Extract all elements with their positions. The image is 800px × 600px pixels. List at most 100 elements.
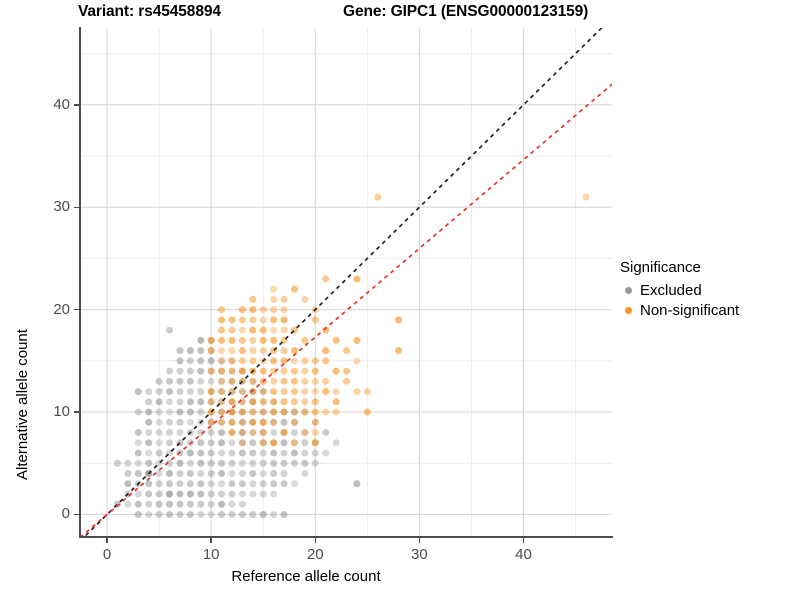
- y-axis-tick: [74, 308, 79, 311]
- data-point: [197, 388, 205, 396]
- legend-item-non-significant[interactable]: Non-significant: [620, 300, 739, 320]
- data-point: [134, 470, 142, 477]
- data-point: [290, 480, 298, 488]
- data-point: [176, 347, 184, 355]
- data-point: [280, 367, 288, 375]
- data-point: [301, 470, 309, 477]
- legend: Significance Excluded Non-significant: [620, 259, 739, 320]
- data-point: [249, 316, 257, 324]
- x-axis-tick: [106, 538, 108, 543]
- data-point: [207, 357, 215, 365]
- x-axis-tick-label: 10: [202, 546, 220, 563]
- data-point: [343, 367, 351, 375]
- data-point: [332, 388, 340, 396]
- data-point: [238, 418, 246, 426]
- data-point: [363, 408, 371, 416]
- data-point: [270, 449, 278, 457]
- data-point: [207, 377, 215, 385]
- y-axis-tick-label: 20: [53, 300, 70, 318]
- data-point: [259, 408, 267, 416]
- data-point: [207, 449, 215, 457]
- data-point: [290, 357, 298, 365]
- data-point: [218, 490, 226, 498]
- data-point: [197, 347, 205, 355]
- data-point: [197, 480, 205, 488]
- data-point: [343, 347, 351, 355]
- y-axis-tick: [74, 411, 79, 413]
- data-point: [322, 449, 330, 457]
- data-point: [353, 275, 361, 283]
- dot-icon: [625, 306, 632, 314]
- data-point: [155, 418, 163, 426]
- data-point: [280, 398, 288, 406]
- data-point: [290, 408, 298, 416]
- data-point: [270, 377, 278, 385]
- data-point: [270, 336, 278, 344]
- data-point: [176, 398, 184, 406]
- data-point: [249, 357, 257, 365]
- data-point: [218, 357, 226, 365]
- data-point: [249, 398, 257, 406]
- data-point: [270, 439, 278, 447]
- data-point: [197, 439, 205, 447]
- data-point: [238, 306, 246, 314]
- data-point: [228, 480, 236, 488]
- data-point: [311, 449, 319, 457]
- data-point: [249, 295, 257, 303]
- data-point: [270, 295, 278, 303]
- data-point: [311, 429, 319, 437]
- data-point: [155, 449, 163, 457]
- data-point: [145, 480, 153, 488]
- data-point: [207, 336, 215, 344]
- data-point: [238, 316, 246, 324]
- data-point: [311, 398, 319, 406]
- variant-title: Variant: rs45458894: [78, 3, 221, 20]
- data-point: [311, 439, 319, 447]
- data-point: [207, 510, 215, 518]
- data-point: [249, 336, 257, 344]
- data-point: [218, 347, 226, 355]
- scatter-plot-canvas: [80, 28, 612, 537]
- data-point: [270, 429, 278, 437]
- data-point: [249, 347, 257, 355]
- data-point: [197, 510, 205, 518]
- data-point: [259, 439, 267, 447]
- data-point: [124, 500, 132, 508]
- data-point: [280, 449, 288, 457]
- data-point: [249, 510, 257, 518]
- data-point: [322, 377, 330, 385]
- data-point: [322, 326, 330, 334]
- data-point: [207, 490, 215, 498]
- data-point: [311, 367, 319, 375]
- data-point: [176, 429, 184, 437]
- gene-title: Gene: GIPC1 (ENSG00000123159): [343, 3, 589, 20]
- data-point: [301, 377, 309, 385]
- data-point: [134, 429, 142, 437]
- data-point: [207, 398, 215, 406]
- data-point: [145, 459, 153, 467]
- data-point: [207, 480, 215, 488]
- data-point: [280, 388, 288, 396]
- data-point: [311, 357, 319, 365]
- legend-key-dot-icon: [620, 282, 637, 299]
- data-point: [259, 490, 267, 498]
- data-point: [353, 480, 361, 488]
- data-point: [270, 510, 278, 518]
- data-point: [259, 449, 267, 457]
- data-point: [186, 398, 194, 406]
- data-point: [155, 408, 163, 416]
- data-point: [238, 367, 246, 375]
- data-point: [270, 367, 278, 375]
- data-point: [238, 439, 246, 447]
- data-point: [290, 429, 298, 437]
- data-point: [322, 347, 330, 355]
- plot-panel: [80, 28, 612, 537]
- data-point: [207, 470, 215, 477]
- data-point: [166, 510, 174, 518]
- legend-item-excluded[interactable]: Excluded: [620, 280, 739, 300]
- data-point: [259, 459, 267, 467]
- data-point: [249, 480, 257, 488]
- data-point: [249, 429, 257, 437]
- data-point: [270, 316, 278, 324]
- data-point: [186, 449, 194, 457]
